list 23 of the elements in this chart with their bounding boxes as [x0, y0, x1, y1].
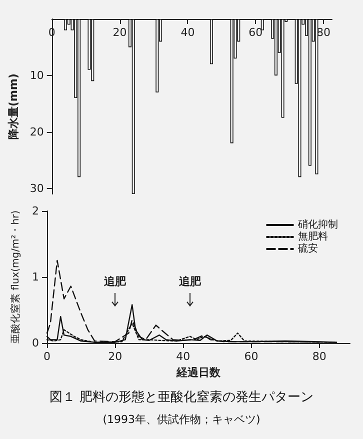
legend-label: 硝化抑制	[297, 218, 338, 230]
y-tick-label: 2	[32, 204, 39, 218]
y-axis-title: 亜酸化窒素 flux(mg/m²・hr)	[10, 210, 22, 344]
x-tick-label: 80	[312, 350, 326, 363]
text: 図１ 肥料の形態と亜酸化窒素の発生パターン	[49, 389, 314, 405]
x-tick-label: 60	[244, 350, 258, 363]
x-tick-label: 40	[176, 350, 190, 363]
legend-label: 硫安	[298, 242, 318, 254]
y-tick-label: 20	[30, 125, 44, 138]
legend-label: 無肥料	[298, 230, 328, 242]
annotation: 追肥	[104, 274, 126, 289]
x-tick-label: 20	[108, 350, 122, 363]
y-tick-label: 30	[30, 182, 44, 195]
y-tick-label: 10	[30, 68, 44, 82]
y-tick-label: 1	[32, 270, 39, 284]
x-axis-title: 経過日数	[176, 366, 222, 379]
annotation: 追肥	[178, 274, 201, 289]
x-tick-label: 40	[180, 26, 195, 39]
y-axis-title: 降水量(mm)	[7, 74, 20, 140]
x-tick-label: 60	[248, 26, 263, 39]
text: (1993年、供試作物；キャベツ)	[102, 413, 260, 426]
x-tick-label: 20	[112, 26, 127, 39]
y-tick-label: 0	[32, 336, 39, 350]
